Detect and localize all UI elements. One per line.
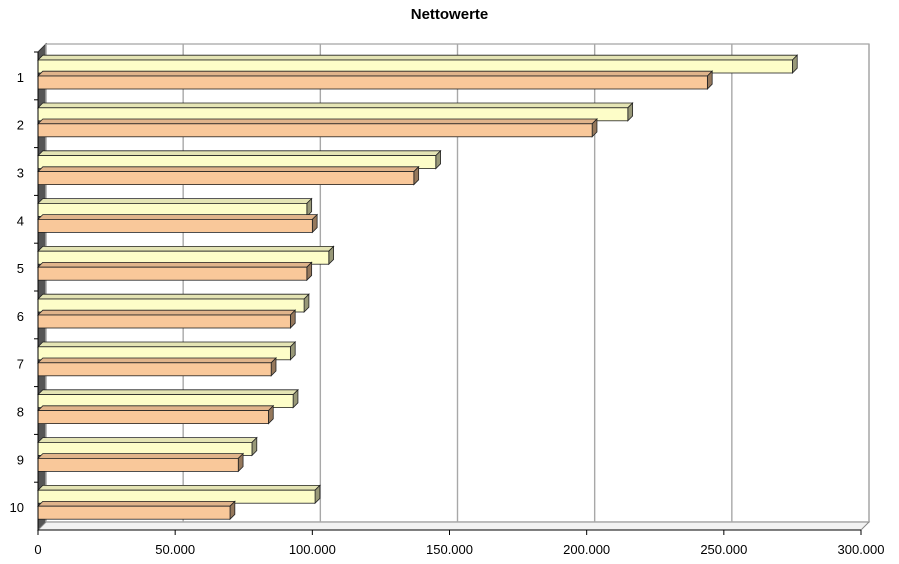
category-label: 6 bbox=[17, 309, 24, 324]
bar-top bbox=[37, 500, 236, 507]
bar-top bbox=[37, 102, 634, 109]
floor bbox=[36, 521, 871, 531]
bar-top bbox=[37, 214, 319, 220]
bar-top bbox=[37, 405, 275, 412]
bar bbox=[37, 410, 269, 425]
bar-top bbox=[37, 309, 297, 316]
bar-top bbox=[37, 437, 258, 443]
bar bbox=[37, 171, 415, 186]
bar bbox=[37, 266, 308, 281]
category-label: 3 bbox=[17, 166, 24, 181]
bar-top bbox=[37, 357, 277, 364]
x-tick-label: 100.000 bbox=[289, 542, 336, 557]
bar-top bbox=[37, 389, 299, 396]
bar-top bbox=[37, 261, 313, 268]
x-tick-label: 250.000 bbox=[700, 542, 747, 557]
x-tick-label: 200.000 bbox=[563, 542, 610, 557]
category-label: 9 bbox=[17, 452, 24, 467]
x-tick-label: 0 bbox=[34, 542, 41, 557]
bar-top bbox=[37, 245, 335, 252]
x-tick-label: 300.000 bbox=[838, 542, 885, 557]
bar-top bbox=[37, 150, 442, 157]
category-label: 5 bbox=[17, 261, 24, 276]
bar-top bbox=[37, 54, 799, 61]
bar-top bbox=[37, 166, 420, 173]
bar-top bbox=[37, 293, 310, 300]
bar-top bbox=[37, 118, 598, 125]
x-tick-label: 150.000 bbox=[426, 542, 473, 557]
category-label: 4 bbox=[17, 213, 24, 228]
bar bbox=[37, 218, 313, 233]
category-label: 2 bbox=[17, 118, 24, 133]
bar-top bbox=[37, 484, 321, 491]
bar-top bbox=[37, 198, 313, 204]
chart-title: Nettowerte bbox=[410, 6, 489, 23]
bar bbox=[37, 362, 272, 377]
bar-top bbox=[37, 341, 297, 348]
category-label: 8 bbox=[17, 405, 24, 420]
bar bbox=[37, 123, 593, 138]
bar bbox=[37, 457, 239, 472]
bar bbox=[37, 505, 231, 520]
bar-top bbox=[37, 453, 245, 459]
category-label: 10 bbox=[10, 500, 24, 515]
x-tick-label: 50.000 bbox=[155, 542, 195, 557]
bar-top bbox=[37, 70, 714, 77]
bar bbox=[37, 314, 291, 329]
category-label: 7 bbox=[17, 357, 24, 372]
category-label: 1 bbox=[17, 70, 24, 85]
bar bbox=[37, 75, 708, 90]
